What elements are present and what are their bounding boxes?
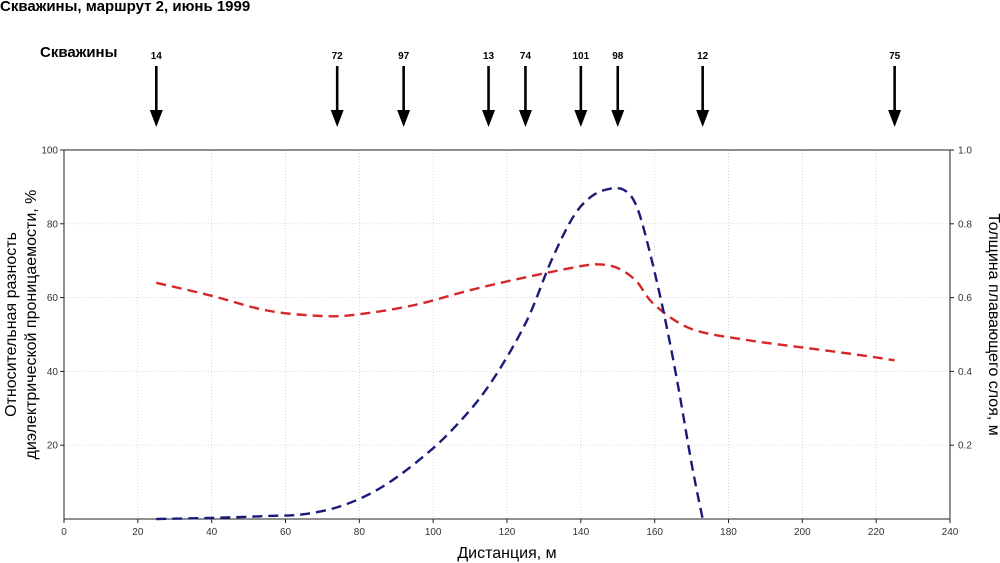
x-tick-label: 160 xyxy=(646,527,663,538)
grid xyxy=(64,150,950,519)
well-arrow-head xyxy=(330,110,344,127)
y-axis-left-title-line1: Относительная разность xyxy=(3,232,20,417)
x-tick-label: 80 xyxy=(354,527,366,538)
wells-label: Скважины xyxy=(40,44,118,61)
series-line-2 xyxy=(156,186,704,521)
y-right-tick-label: 0.8 xyxy=(958,219,972,230)
x-tick-label: 0 xyxy=(61,527,67,538)
well-arrow-head xyxy=(888,110,902,127)
x-tick-label: 200 xyxy=(794,527,811,538)
x-tick-label: 60 xyxy=(280,527,292,538)
well-label: 75 xyxy=(889,51,901,62)
y-left-tick-label: 40 xyxy=(47,367,59,378)
x-tick-label: 240 xyxy=(942,527,959,538)
y-axis-left: 20 40 60 80 100 xyxy=(41,146,64,452)
well-label: 101 xyxy=(572,51,589,62)
y-axis-right: 0.2 0.4 0.6 0.8 1.0 xyxy=(950,146,972,452)
well-arrow-head xyxy=(518,110,532,127)
x-tick-label: 180 xyxy=(720,527,737,538)
well-arrow-head xyxy=(696,110,710,127)
well-arrow-head xyxy=(611,110,625,127)
y-right-tick-label: 0.6 xyxy=(958,293,972,304)
well-arrow-head xyxy=(397,110,411,127)
x-axis-title: Дистанция, м xyxy=(457,545,556,562)
well-label: 14 xyxy=(151,51,163,62)
y-left-tick-label: 80 xyxy=(47,219,59,230)
x-tick-label: 40 xyxy=(206,527,218,538)
series-group xyxy=(156,186,895,521)
well-label: 12 xyxy=(697,51,709,62)
y-left-tick-label: 20 xyxy=(47,441,59,452)
plot-border xyxy=(63,149,951,520)
well-label: 13 xyxy=(483,51,495,62)
well-label: 74 xyxy=(520,51,532,62)
well-label: 98 xyxy=(612,51,624,62)
y-axis-left-title-line2: диэлектрической проницаемости, % xyxy=(23,190,40,460)
y-left-tick-label: 60 xyxy=(47,293,59,304)
y-right-tick-label: 0.4 xyxy=(958,367,972,378)
x-tick-label: 20 xyxy=(132,527,144,538)
well-label: 97 xyxy=(398,51,410,62)
well-label: 72 xyxy=(332,51,344,62)
x-tick-label: 220 xyxy=(868,527,885,538)
x-tick-label: 100 xyxy=(425,527,442,538)
well-arrow-head xyxy=(482,110,496,127)
well-arrow-head xyxy=(149,110,163,127)
chart-title: Скважины, маршрут 2, июнь 1999 xyxy=(0,0,251,15)
y-axis-right-title: Толщина плавающего слоя, м xyxy=(985,213,1000,435)
series-line-1 xyxy=(156,263,895,362)
plot-frame xyxy=(63,149,951,520)
y-left-tick-label: 100 xyxy=(41,146,58,157)
y-right-tick-label: 0.2 xyxy=(958,441,972,452)
x-tick-label: 120 xyxy=(499,527,516,538)
x-tick-label: 140 xyxy=(572,527,589,538)
y-right-tick-label: 1.0 xyxy=(958,146,972,157)
x-axis: 0 20 40 60 80 100 120 140 160 180 200 220 240 xyxy=(61,519,959,538)
well-arrow-head xyxy=(574,110,588,127)
wells-group: 14 72 97 13 74 101 98 12 75 xyxy=(149,51,902,127)
